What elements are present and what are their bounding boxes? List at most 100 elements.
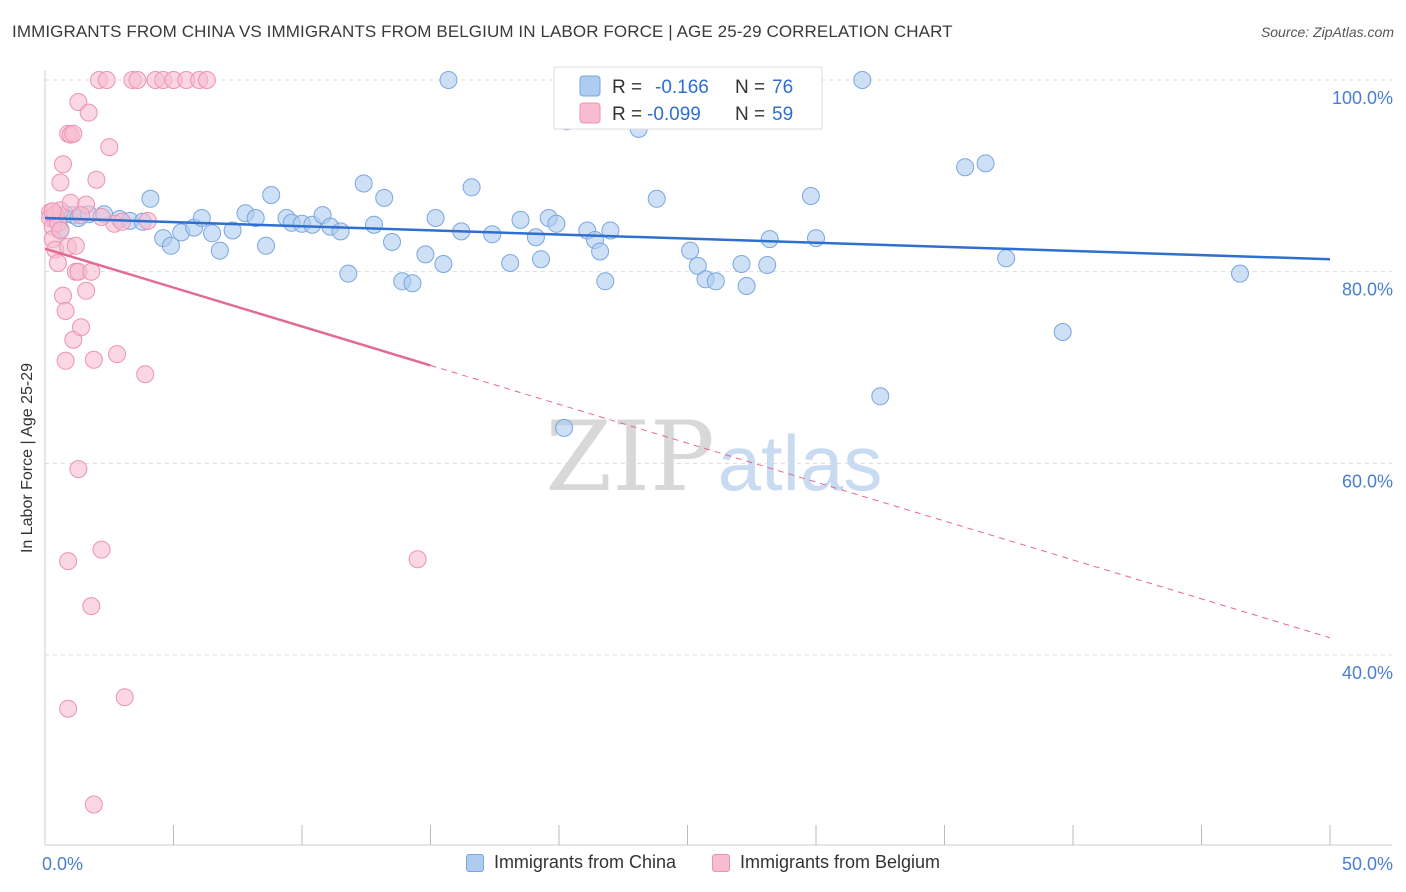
stats-legend: R = -0.166 N = 76 R = -0.099 N = 59 (553, 66, 823, 130)
china-point-34 (383, 233, 401, 251)
china-point-74 (1231, 264, 1249, 283)
legend-belgium-n-value: 59 (772, 104, 793, 125)
china-point-39 (434, 255, 453, 273)
china-point-59 (688, 256, 707, 275)
grid-lines (45, 79, 1392, 656)
belgium-point-33 (84, 350, 103, 369)
china-point-57 (647, 189, 666, 208)
belgium-trend-line-extension (430, 364, 1331, 639)
belgium-point-35 (87, 170, 106, 189)
china-point-10 (141, 189, 160, 208)
belgium-point-37 (92, 540, 111, 559)
china-point-73 (1053, 323, 1072, 341)
legend-belgium-n-label: N = (735, 104, 765, 125)
belgium-point-14 (56, 351, 75, 370)
belgium-trend-line (44, 247, 431, 367)
china-point-65 (760, 230, 779, 249)
china-point-22 (262, 186, 281, 204)
belgium-point-30 (79, 103, 98, 122)
china-point-70 (956, 158, 975, 177)
belgium-point-20 (64, 124, 83, 143)
belgium-point-34 (84, 795, 103, 814)
legend-swatch-china (579, 75, 601, 97)
china-point-71 (976, 154, 995, 173)
china-point-31 (354, 174, 373, 193)
china-point-38 (426, 209, 445, 227)
china-point-32 (365, 215, 383, 234)
belgium-point-27 (72, 318, 90, 337)
china-point-17 (210, 241, 229, 260)
china-point-75 (555, 418, 574, 437)
china-point-18 (223, 221, 242, 240)
belgium-point-7 (48, 254, 67, 272)
belgium-point-13 (56, 302, 75, 320)
belgium-point-44 (128, 71, 147, 89)
belgium-point-32 (82, 597, 101, 616)
china-point-12 (161, 236, 180, 255)
bottom-legend-label-belgium: Immigrants from Belgium (740, 852, 941, 872)
belgium-point-52 (197, 71, 216, 89)
watermark-zip: ZIP (545, 401, 714, 513)
belgium-point-9 (51, 221, 70, 240)
china-point-42 (462, 178, 481, 197)
belgium-point-54 (72, 206, 90, 225)
data-points (41, 71, 1249, 814)
china-point-47 (532, 250, 550, 269)
china-point-68 (853, 71, 872, 89)
china-point-54 (596, 272, 615, 291)
bottom-legend-swatch-china (465, 853, 484, 872)
china-point-63 (737, 277, 756, 295)
legend-swatch-belgium (579, 102, 601, 124)
china-point-20 (246, 209, 265, 227)
belgium-point-53 (408, 550, 427, 569)
china-point-61 (706, 272, 725, 291)
trend-lines (44, 216, 1331, 639)
belgium-point-17 (59, 552, 78, 571)
belgium-point-41 (108, 345, 126, 364)
y-tick-label-1: 80.0% (1342, 280, 1393, 300)
belgium-point-29 (77, 281, 96, 300)
china-point-30 (339, 264, 358, 283)
source-label: Source: ZipAtlas.com (1260, 24, 1394, 40)
legend-china-r-value: -0.166 (655, 77, 709, 98)
bottom-legend: Immigrants from China Immigrants from Be… (0, 852, 1406, 873)
belgium-point-42 (115, 688, 134, 707)
legend-china-n-label: N = (735, 77, 765, 98)
bottom-legend-label-china: Immigrants from China (493, 852, 676, 872)
china-point-33 (375, 188, 394, 207)
belgium-point-58 (43, 202, 62, 221)
legend-china-r-label: R = (612, 77, 642, 98)
china-point-64 (758, 256, 777, 274)
china-point-66 (801, 187, 820, 205)
y-tick-label-3: 40.0% (1342, 663, 1393, 683)
china-point-29 (331, 222, 350, 241)
china-point-45 (511, 210, 530, 229)
belgium-point-11 (54, 155, 72, 174)
china-point-16 (203, 224, 222, 243)
belgium-point-38 (97, 71, 116, 89)
watermark-atlas: atlas (718, 419, 883, 507)
china-point-40 (439, 71, 458, 89)
legend-belgium-r-label: R = (612, 104, 642, 125)
belgium-point-45 (136, 365, 155, 384)
x-tick-label-1: 50.0% (1342, 854, 1393, 874)
x-tick-label-0: 0.0% (42, 854, 83, 874)
watermark: ZIP atlas (545, 401, 882, 513)
belgium-point-55 (92, 208, 111, 226)
bottom-legend-swatch-belgium (712, 853, 730, 872)
china-point-43 (483, 225, 502, 244)
china-point-53 (591, 242, 610, 261)
chart-title: IMMIGRANTS FROM CHINA VS IMMIGRANTS FROM… (12, 22, 953, 41)
belgium-point-57 (59, 699, 78, 718)
china-point-37 (416, 245, 435, 264)
china-trend-line (44, 216, 1331, 261)
belgium-point-25 (69, 460, 88, 479)
china-point-72 (997, 249, 1016, 268)
china-point-49 (547, 214, 566, 233)
china-point-21 (257, 236, 275, 255)
china-point-69 (871, 387, 890, 406)
china-point-58 (681, 241, 700, 260)
belgium-point-10 (51, 173, 70, 192)
y-tick-label-2: 60.0% (1342, 471, 1393, 491)
